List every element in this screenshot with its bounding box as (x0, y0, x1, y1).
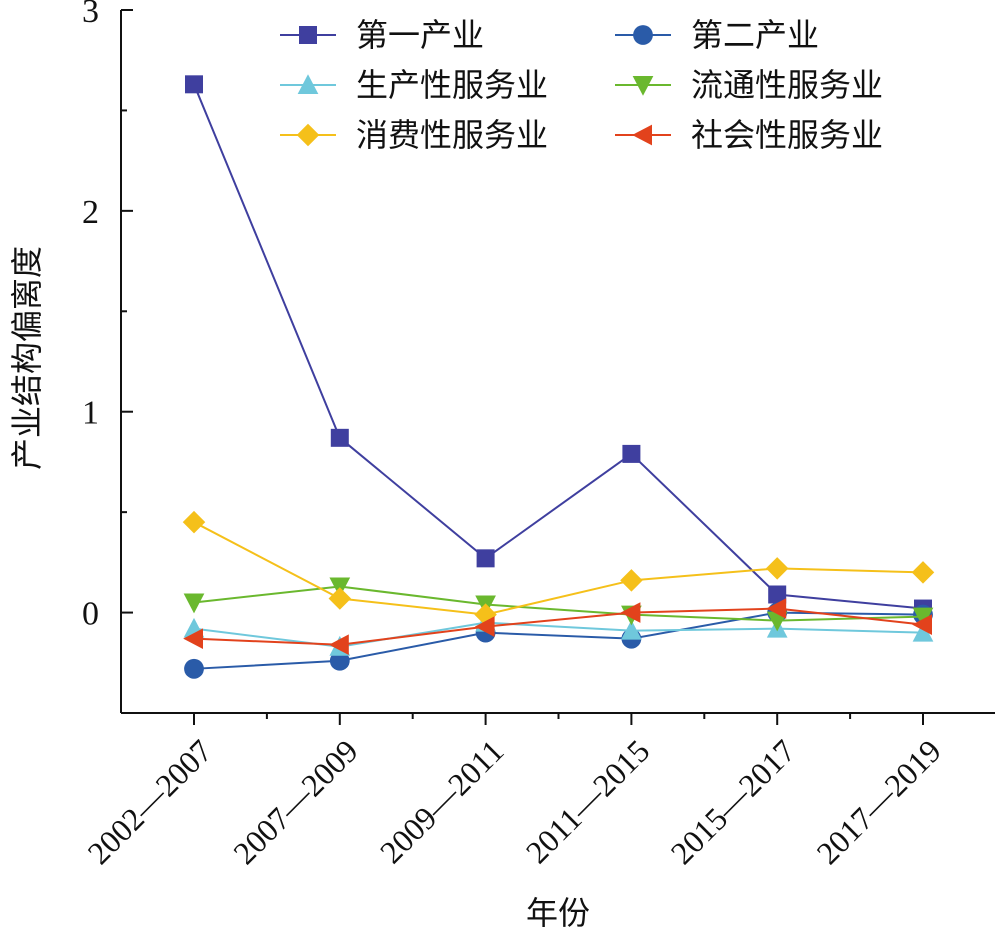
diamond-marker (296, 123, 320, 147)
legend-label: 第二产业 (691, 16, 819, 54)
x-tick-label: 2009—2011 (373, 732, 511, 870)
triangle-down-marker (632, 76, 654, 96)
triangle-up-marker (912, 621, 934, 642)
circle-marker (329, 650, 350, 671)
triangle-down-marker (912, 607, 934, 628)
triangle-down-marker (183, 593, 205, 614)
y-tick-label: 3 (82, 0, 99, 30)
triangle-left-marker (620, 602, 641, 623)
y-tick-label: 0 (82, 596, 99, 633)
square-marker (299, 26, 317, 44)
x-axis-title: 年份 (526, 894, 590, 932)
y-tick-label: 1 (82, 395, 99, 432)
circle-marker (633, 25, 653, 45)
square-marker (476, 549, 495, 568)
x-tick-label: 2002—2007 (80, 732, 219, 871)
square-marker (330, 428, 349, 447)
triangle-left-marker (329, 634, 349, 656)
series-line (193, 521, 924, 616)
x-tick-label: 2017—2019 (809, 732, 948, 871)
legend-label: 社会性服务业 (691, 116, 883, 154)
legend-label: 生产性服务业 (356, 66, 548, 104)
diamond-marker (182, 510, 206, 534)
triangle-left-marker (632, 124, 652, 146)
series-4 (183, 577, 934, 632)
x-tick-label: 2011—2015 (519, 732, 657, 870)
legend-item: 消费性服务业 (280, 116, 548, 154)
legend-label: 消费性服务业 (356, 116, 548, 154)
square-marker (185, 75, 203, 94)
diamond-marker (620, 569, 643, 592)
legend-item: 生产性服务业 (280, 66, 548, 104)
diamond-marker (765, 557, 789, 580)
legend-item: 第二产业 (615, 16, 819, 54)
square-marker (622, 444, 641, 463)
diamond-marker (911, 561, 935, 584)
triangle-up-marker (621, 619, 642, 640)
circle-marker (184, 658, 204, 679)
series-line (193, 611, 924, 670)
diamond-marker (328, 587, 352, 610)
triangle-left-marker (474, 616, 495, 637)
series-1 (185, 75, 932, 618)
y-axis-title: 产业结构偏离度 (8, 246, 46, 470)
legend-item: 社会性服务业 (615, 116, 883, 154)
legend-label: 第一产业 (356, 16, 484, 54)
series-3 (183, 611, 934, 656)
legend-label: 流通性服务业 (691, 66, 883, 104)
triangle-left-marker (183, 628, 203, 650)
series-6 (183, 598, 932, 656)
series-layer (182, 75, 935, 679)
legend-item: 流通性服务业 (615, 66, 883, 104)
triangle-up-marker (297, 74, 319, 94)
x-tick-label: 2015—2017 (664, 732, 803, 871)
series-line (193, 607, 924, 646)
triangle-left-marker (766, 598, 787, 619)
y-tick-label: 2 (82, 194, 99, 231)
series-line (193, 585, 924, 622)
triangle-left-marker (912, 614, 932, 635)
series-line (193, 83, 924, 610)
square-marker (768, 585, 787, 604)
legend-item: 第一产业 (280, 16, 484, 54)
x-tick-label: 2007—2009 (226, 732, 365, 871)
